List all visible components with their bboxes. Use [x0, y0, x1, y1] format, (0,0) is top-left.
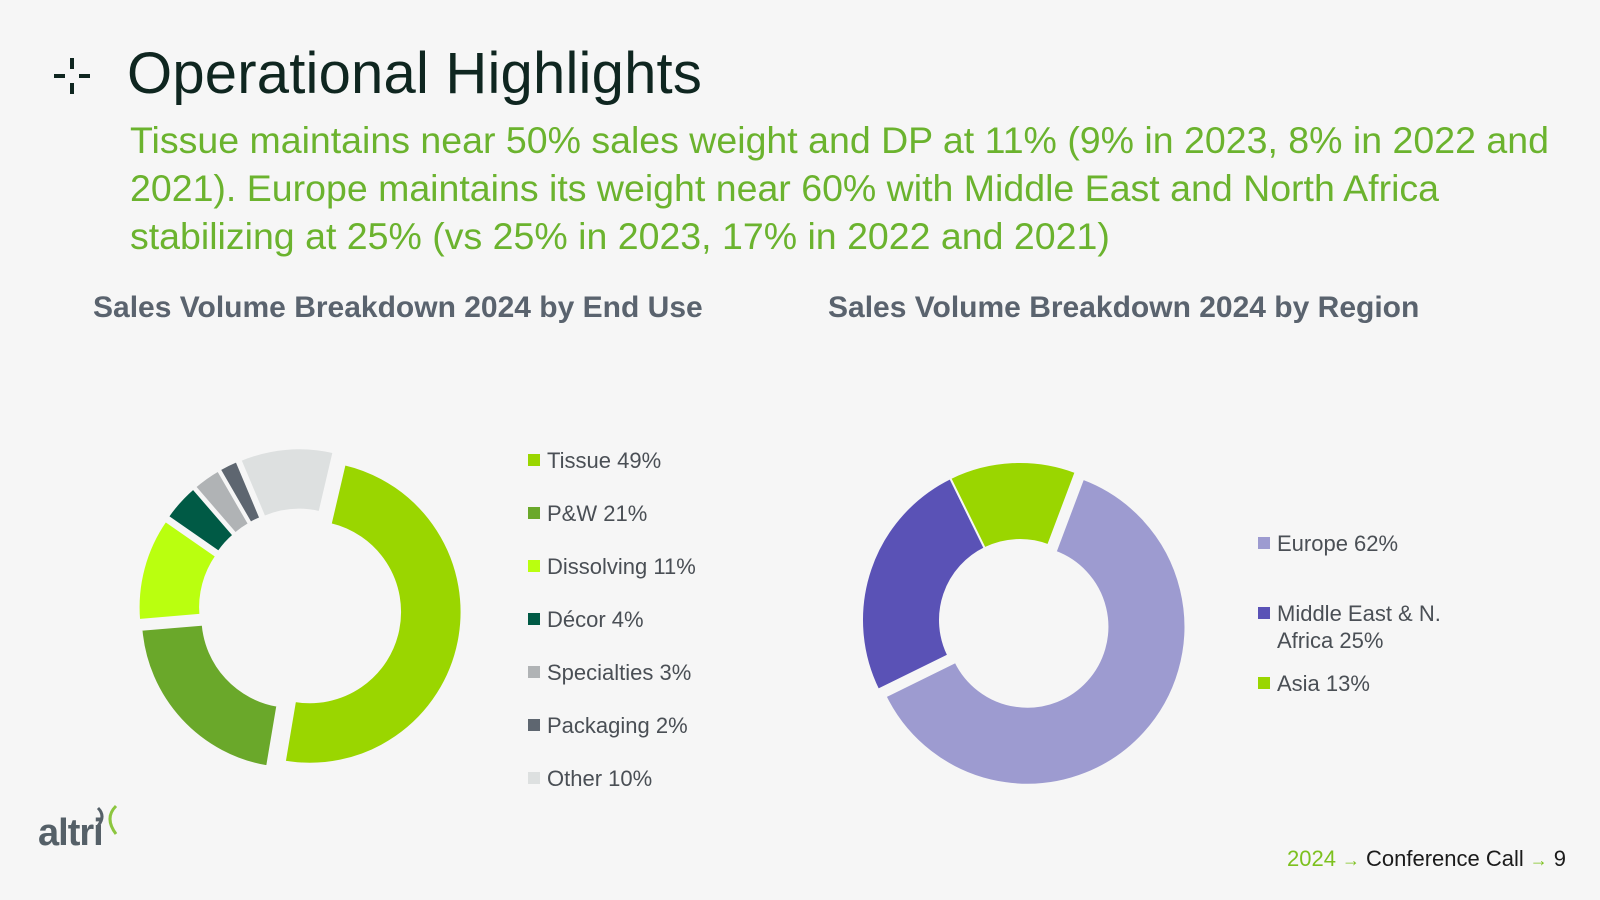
legend-label: Middle East & N. Africa 25%	[1277, 601, 1441, 653]
legend-label: Dissolving 11%	[547, 554, 696, 579]
legend-label: Asia 13%	[1277, 671, 1370, 696]
page-subtitle: Tissue maintains near 50% sales weight a…	[130, 119, 1549, 257]
footer-year: 2024	[1287, 846, 1336, 871]
slice-middle-east-n-africa	[861, 476, 987, 692]
sparkle-icon	[54, 58, 90, 94]
footer: 2024 → Conference Call → 9	[1287, 846, 1566, 872]
footer-label: Conference Call	[1366, 846, 1524, 871]
legend-swatch	[528, 613, 540, 625]
slice-d-cor	[165, 486, 236, 554]
slice-p-w	[139, 622, 280, 769]
legend-label: Décor 4%	[547, 607, 644, 632]
chart-title-end-use: Sales Volume Breakdown 2024 by End Use	[93, 291, 703, 324]
legend-swatch	[1258, 607, 1270, 619]
arrow-right-icon: →	[1529, 850, 1548, 870]
legend-swatch	[528, 772, 540, 784]
logo-mark-icon	[96, 804, 118, 835]
end-use-donut-chart	[137, 446, 464, 769]
legend-swatch	[528, 454, 540, 466]
chart-title-region: Sales Volume Breakdown 2024 by Region	[828, 291, 1420, 324]
legend-swatch	[1258, 537, 1270, 549]
slice-dissolving	[137, 518, 219, 622]
legend-label: Tissue 49%	[547, 448, 662, 473]
slice-other	[238, 446, 336, 519]
legend-label: P&W 21%	[547, 501, 648, 526]
slice-tissue	[283, 462, 464, 766]
slice-europe	[884, 477, 1187, 786]
legend-swatch	[528, 560, 540, 572]
arrow-right-icon: →	[1342, 850, 1360, 870]
page-title: Operational Highlights	[127, 41, 703, 106]
legend-label: Specialties 3%	[547, 660, 692, 685]
legend-label: Europe 62%	[1277, 531, 1399, 556]
footer-page-number: 9	[1553, 846, 1566, 871]
legend-swatch	[1258, 677, 1270, 689]
legend-swatch	[528, 666, 540, 678]
slice-packaging	[217, 459, 263, 525]
region-donut-chart	[861, 461, 1187, 786]
slice-asia	[948, 461, 1077, 550]
legend-swatch	[528, 719, 540, 731]
slice-specialties	[193, 468, 251, 536]
legend-label: Other 10%	[547, 766, 653, 791]
legend-label: Packaging 2%	[547, 713, 688, 738]
logo-text: altri	[38, 812, 104, 854]
legend-swatch	[528, 507, 540, 519]
